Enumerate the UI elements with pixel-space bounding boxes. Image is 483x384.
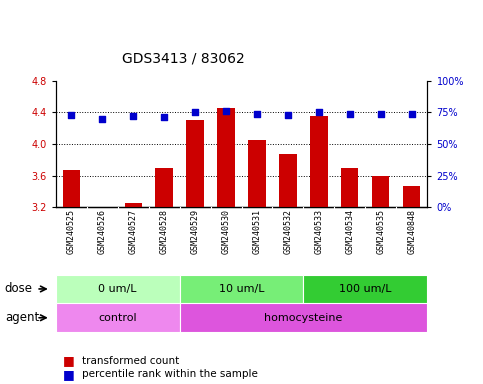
Text: GSM240528: GSM240528 xyxy=(159,209,169,254)
Text: GSM240526: GSM240526 xyxy=(98,209,107,254)
Text: GSM240525: GSM240525 xyxy=(67,209,75,254)
Bar xyxy=(156,168,172,207)
Text: homocysteine: homocysteine xyxy=(264,313,342,323)
Text: GSM240527: GSM240527 xyxy=(128,209,138,254)
Text: agent: agent xyxy=(5,311,39,324)
Bar xyxy=(311,116,327,207)
Bar xyxy=(56,303,180,332)
Point xyxy=(222,108,230,114)
Point xyxy=(98,116,106,122)
Point xyxy=(253,111,261,117)
Bar xyxy=(186,120,203,207)
Text: GSM240529: GSM240529 xyxy=(190,209,199,254)
Text: GSM240532: GSM240532 xyxy=(284,209,293,254)
Text: GDS3413 / 83062: GDS3413 / 83062 xyxy=(122,51,245,65)
Point xyxy=(129,113,137,119)
Bar xyxy=(180,275,303,303)
Bar xyxy=(280,154,297,207)
Text: 10 um/L: 10 um/L xyxy=(219,284,264,294)
Bar xyxy=(62,170,80,207)
Text: dose: dose xyxy=(5,283,33,295)
Text: GSM240848: GSM240848 xyxy=(408,209,416,254)
Text: ■: ■ xyxy=(63,368,79,381)
Point xyxy=(67,112,75,118)
Point xyxy=(408,111,416,117)
Text: ■: ■ xyxy=(63,354,79,367)
Point xyxy=(191,109,199,115)
Text: 0 um/L: 0 um/L xyxy=(98,284,137,294)
Text: GSM240534: GSM240534 xyxy=(345,209,355,254)
Text: transformed count: transformed count xyxy=(82,356,179,366)
Point xyxy=(284,112,292,118)
Text: percentile rank within the sample: percentile rank within the sample xyxy=(82,369,258,379)
Bar xyxy=(56,275,180,303)
Bar xyxy=(341,168,358,207)
Bar xyxy=(303,275,427,303)
Bar xyxy=(217,108,235,207)
Text: 100 um/L: 100 um/L xyxy=(339,284,392,294)
Bar xyxy=(180,303,427,332)
Point xyxy=(315,109,323,115)
Point xyxy=(160,114,168,121)
Text: control: control xyxy=(98,313,137,323)
Bar xyxy=(125,204,142,207)
Text: GSM240535: GSM240535 xyxy=(376,209,385,254)
Text: GSM240530: GSM240530 xyxy=(222,209,230,254)
Bar xyxy=(372,176,389,207)
Point xyxy=(346,111,354,117)
Bar xyxy=(403,186,421,207)
Point xyxy=(377,111,385,117)
Text: GSM240533: GSM240533 xyxy=(314,209,324,254)
Bar xyxy=(248,140,266,207)
Text: GSM240531: GSM240531 xyxy=(253,209,261,254)
